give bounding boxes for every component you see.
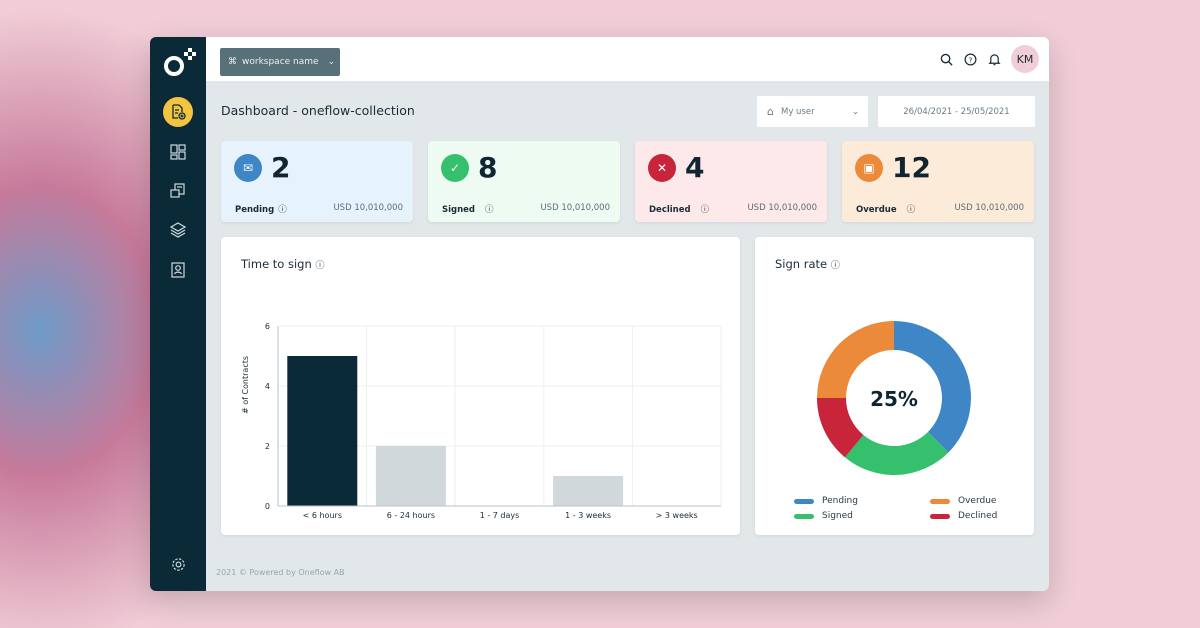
chevron-down-icon: ⌄ bbox=[327, 57, 336, 67]
y-tick-label: 2 bbox=[265, 442, 270, 451]
x-tick-label: < 6 hours bbox=[303, 511, 342, 520]
bar-chart: # of Contracts 0 2 4 6 < 6 hours 6 - 24 hours… bbox=[241, 322, 722, 520]
y-axis-label: # of Contracts bbox=[241, 356, 250, 414]
date-range-picker[interactable]: 26/04/2021 - 25/05/2021 bbox=[878, 96, 1035, 127]
overdue-label: Overdue bbox=[856, 205, 897, 215]
pending-card[interactable]: ✉ 2 Pending ⓘ USD 10,010,000 bbox=[221, 141, 413, 222]
sign-rate-panel: Sign rate ⓘ 25% Pending Signed Overdue D… bbox=[755, 237, 1034, 535]
legend-declined: Declined bbox=[930, 511, 997, 521]
info-icon[interactable]: ⓘ bbox=[700, 205, 710, 215]
workspace-name: workspace name bbox=[242, 57, 319, 67]
y-tick-label: 6 bbox=[265, 322, 270, 331]
legend-pending: Pending bbox=[794, 496, 858, 506]
documents-icon[interactable] bbox=[163, 176, 193, 206]
donut-slice-declined bbox=[817, 398, 864, 458]
contacts-icon[interactable] bbox=[163, 255, 193, 285]
gear-icon[interactable] bbox=[163, 549, 193, 579]
envelope-icon: ✉ bbox=[234, 154, 262, 182]
declined-amount: USD 10,010,000 bbox=[747, 203, 817, 213]
overdue-amount: USD 10,010,000 bbox=[954, 203, 1024, 213]
overdue-card[interactable]: ▣ 12 Overdue ⓘ USD 10,010,000 bbox=[842, 141, 1034, 222]
check-icon: ✓ bbox=[441, 154, 469, 182]
dashboard-icon[interactable] bbox=[163, 137, 193, 167]
donut-slice-signed bbox=[844, 431, 949, 475]
legend-signed: Signed bbox=[794, 511, 853, 521]
declined-count: 4 bbox=[685, 151, 705, 184]
time-to-sign-panel: Time to sign ⓘ # of Contracts 0 2 4 6 < 6 ho… bbox=[221, 237, 740, 535]
x-icon: ✕ bbox=[648, 154, 676, 182]
donut-chart: 25% bbox=[817, 321, 971, 475]
bell-icon[interactable] bbox=[987, 52, 1001, 66]
user-filter-select[interactable]: ⌂ My user ⌄ bbox=[757, 96, 868, 127]
signed-label: Signed bbox=[442, 205, 476, 215]
y-tick-label: 0 bbox=[265, 502, 270, 511]
x-tick-label: 1 - 7 days bbox=[480, 511, 520, 520]
x-tick-label: 6 - 24 hours bbox=[387, 511, 435, 520]
x-tick-label: 1 - 3 weeks bbox=[565, 511, 611, 520]
sidebar bbox=[150, 37, 206, 591]
chevron-down-icon: ⌄ bbox=[851, 106, 859, 117]
app-window: ⌘ workspace name ⌄ ? KM Dashboard - oneflo… bbox=[150, 37, 1049, 591]
templates-icon[interactable] bbox=[163, 215, 193, 245]
svg-text:?: ? bbox=[968, 55, 972, 64]
info-icon[interactable]: ⓘ bbox=[315, 261, 325, 271]
page-title: Dashboard - oneflow-collection bbox=[221, 103, 415, 118]
pending-count: 2 bbox=[271, 151, 291, 184]
chart-title: Time to sign bbox=[241, 257, 312, 271]
footer: 2021 © Powered by Oneflow AB bbox=[216, 568, 345, 577]
workspace-icon: ⌘ bbox=[228, 57, 237, 67]
avatar[interactable]: KM bbox=[1011, 45, 1039, 73]
y-tick-label: 4 bbox=[265, 382, 270, 391]
bar bbox=[287, 356, 358, 506]
donut-slice-overdue bbox=[817, 321, 894, 398]
calendar-icon: ▣ bbox=[855, 154, 883, 182]
bar bbox=[375, 446, 446, 506]
center-label: 25% bbox=[870, 387, 918, 411]
declined-card[interactable]: ✕ 4 Declined ⓘ USD 10,010,000 bbox=[635, 141, 827, 222]
info-icon[interactable]: ⓘ bbox=[830, 261, 840, 271]
bar bbox=[553, 476, 624, 506]
overdue-count: 12 bbox=[892, 151, 931, 184]
pending-amount: USD 10,010,000 bbox=[333, 203, 403, 213]
user-filter-value: My user bbox=[780, 106, 815, 117]
info-icon[interactable]: ⓘ bbox=[278, 205, 287, 215]
oneflow-logo bbox=[164, 48, 196, 76]
search-icon[interactable] bbox=[939, 52, 953, 66]
signed-card[interactable]: ✓ 8 Signed ⓘ USD 10,010,000 bbox=[428, 141, 620, 222]
help-icon[interactable]: ? bbox=[963, 52, 977, 66]
donut-slice-pending bbox=[894, 321, 971, 453]
info-icon[interactable]: ⓘ bbox=[485, 205, 494, 215]
top-header: ⌘ workspace name ⌄ ? KM bbox=[206, 37, 1049, 81]
info-icon[interactable]: ⓘ bbox=[906, 205, 916, 215]
signed-amount: USD 10,010,000 bbox=[540, 203, 610, 213]
pending-label: Pending bbox=[235, 205, 275, 215]
chart-title: Sign rate bbox=[775, 257, 828, 271]
x-tick-label: > 3 weeks bbox=[656, 511, 698, 520]
signed-count: 8 bbox=[478, 151, 498, 184]
legend-overdue: Overdue bbox=[930, 496, 996, 506]
new-document-icon[interactable] bbox=[163, 97, 193, 127]
workspace-selector[interactable]: ⌘ workspace name ⌄ bbox=[220, 48, 340, 76]
declined-label: Declined bbox=[649, 205, 691, 215]
home-icon: ⌂ bbox=[767, 105, 774, 118]
